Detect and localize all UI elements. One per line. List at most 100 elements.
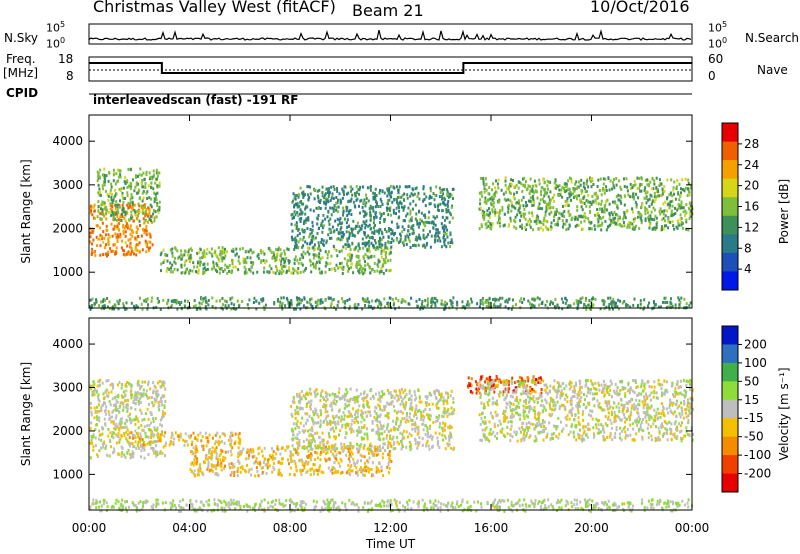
power-panel-cell (613, 186, 616, 190)
power-panel-cell (648, 197, 651, 201)
power-panel-cell (558, 188, 561, 192)
power-panel-cell (614, 221, 617, 225)
velocity-panel-cell (205, 455, 208, 459)
power-panel-cell (370, 206, 373, 210)
power-panel-cell (99, 168, 102, 172)
power-panel-cell (331, 298, 334, 302)
velocity-panel-cell (280, 447, 283, 451)
power-panel-ytick-label: 1000 (52, 265, 83, 279)
power-panel-cell (391, 200, 394, 204)
power-panel-cell (320, 240, 323, 244)
velocity-panel-cell (211, 450, 214, 453)
power-panel-cell (274, 271, 277, 275)
power-panel-cell (228, 269, 231, 273)
velocity-panel-cell (439, 422, 441, 425)
power-panel-cell (326, 262, 329, 266)
power-panel-cell (344, 247, 347, 250)
power-panel-cell (581, 227, 584, 231)
velocity-panel-cell (91, 390, 94, 394)
velocity-panel-cell (123, 426, 126, 429)
velocity-panel-cell (410, 405, 413, 409)
power-panel-cell (662, 227, 665, 231)
velocity-panel-cell (427, 444, 430, 448)
power-panel-cell (241, 247, 244, 250)
power-panel-cell (501, 206, 504, 209)
velocity-panel-cell (374, 392, 377, 396)
velocity-panel-cell (408, 432, 411, 436)
power-panel-cell (527, 184, 530, 188)
power-panel-cell (373, 217, 376, 221)
power-panel-cell (543, 216, 546, 220)
power-panel-cell (384, 253, 387, 257)
velocity-panel-cell (97, 437, 100, 441)
power-panel-cell (106, 208, 108, 212)
velocity-panel-cell (121, 451, 124, 454)
power-panel-cell (507, 210, 510, 214)
power-panel-cell (99, 244, 102, 248)
power-panel-cell (644, 178, 647, 182)
power-panel-cell (649, 217, 652, 221)
power-panel-cell (575, 197, 578, 201)
power-panel-cell (441, 194, 444, 198)
power-panel-cell (323, 196, 325, 200)
power-panel-cell (365, 219, 368, 223)
power-panel-cell (308, 252, 311, 256)
power-panel-cell (105, 224, 108, 228)
velocity-panel-cell (133, 433, 136, 437)
velocity-panel-cell (357, 420, 360, 424)
velocity-panel-cell (395, 389, 397, 393)
power-panel-cell (443, 196, 446, 200)
power-panel-cell (327, 296, 330, 300)
power-panel-cell (583, 202, 586, 205)
power-panel-cell (510, 307, 513, 311)
power-panel-cell (122, 223, 125, 227)
power-panel-cell (346, 259, 349, 263)
velocity-panel-cell (326, 458, 329, 462)
power-panel-cell (437, 209, 440, 212)
velocity-panel-cell (364, 465, 367, 469)
power-panel-cell (517, 199, 520, 203)
velocity-panel-cell (334, 449, 337, 453)
power-panel-cell (522, 183, 525, 187)
power-panel-cell (568, 192, 571, 196)
power-panel-cell (202, 267, 205, 271)
power-panel-cell (617, 198, 620, 202)
velocity-panel-cell (404, 388, 407, 392)
velocity-panel-cell (376, 419, 379, 423)
velocity-panel-cell (213, 442, 216, 446)
velocity-panel-cell (349, 441, 352, 445)
power-panel-cell (148, 171, 151, 175)
velocity-panel-cell (152, 391, 154, 395)
velocity-panel-cell (303, 395, 306, 399)
power-panel-cell (446, 235, 449, 239)
power-panel-cell (689, 212, 692, 216)
power-panel-cell (364, 226, 367, 230)
power-panel-cell (683, 189, 686, 193)
velocity-panel-cell (357, 426, 360, 430)
power-panel-cell (661, 187, 664, 191)
velocity-panel-cell (340, 459, 343, 463)
power-panel-cell (537, 206, 540, 210)
power-panel-cell (127, 250, 130, 254)
power-panel-cell (677, 296, 680, 300)
velocity-panel-cell (154, 451, 157, 455)
velocity-panel-cell (193, 458, 196, 462)
power-panel-cell (103, 183, 106, 187)
power-panel-cell (616, 213, 619, 217)
power-panel-cell (362, 185, 364, 189)
velocity-panel-cell (436, 419, 439, 423)
velocity-panel-cell (441, 429, 444, 433)
power-panel-cell (162, 248, 165, 252)
power-panel-cell (503, 197, 506, 201)
power-panel-cell (497, 178, 500, 182)
velocity-panel-cell (296, 394, 299, 398)
power-panel-cell (263, 266, 266, 270)
power-panel-cell (325, 201, 328, 205)
power-panel-cell (278, 272, 281, 276)
velocity-panel-cell (122, 405, 125, 409)
velocity-panel-cell (362, 468, 365, 472)
power-panel-cell (579, 183, 582, 187)
velocity-panel-cell (122, 395, 124, 399)
power-panel-cell (176, 268, 179, 272)
power-panel-cell (227, 266, 230, 269)
